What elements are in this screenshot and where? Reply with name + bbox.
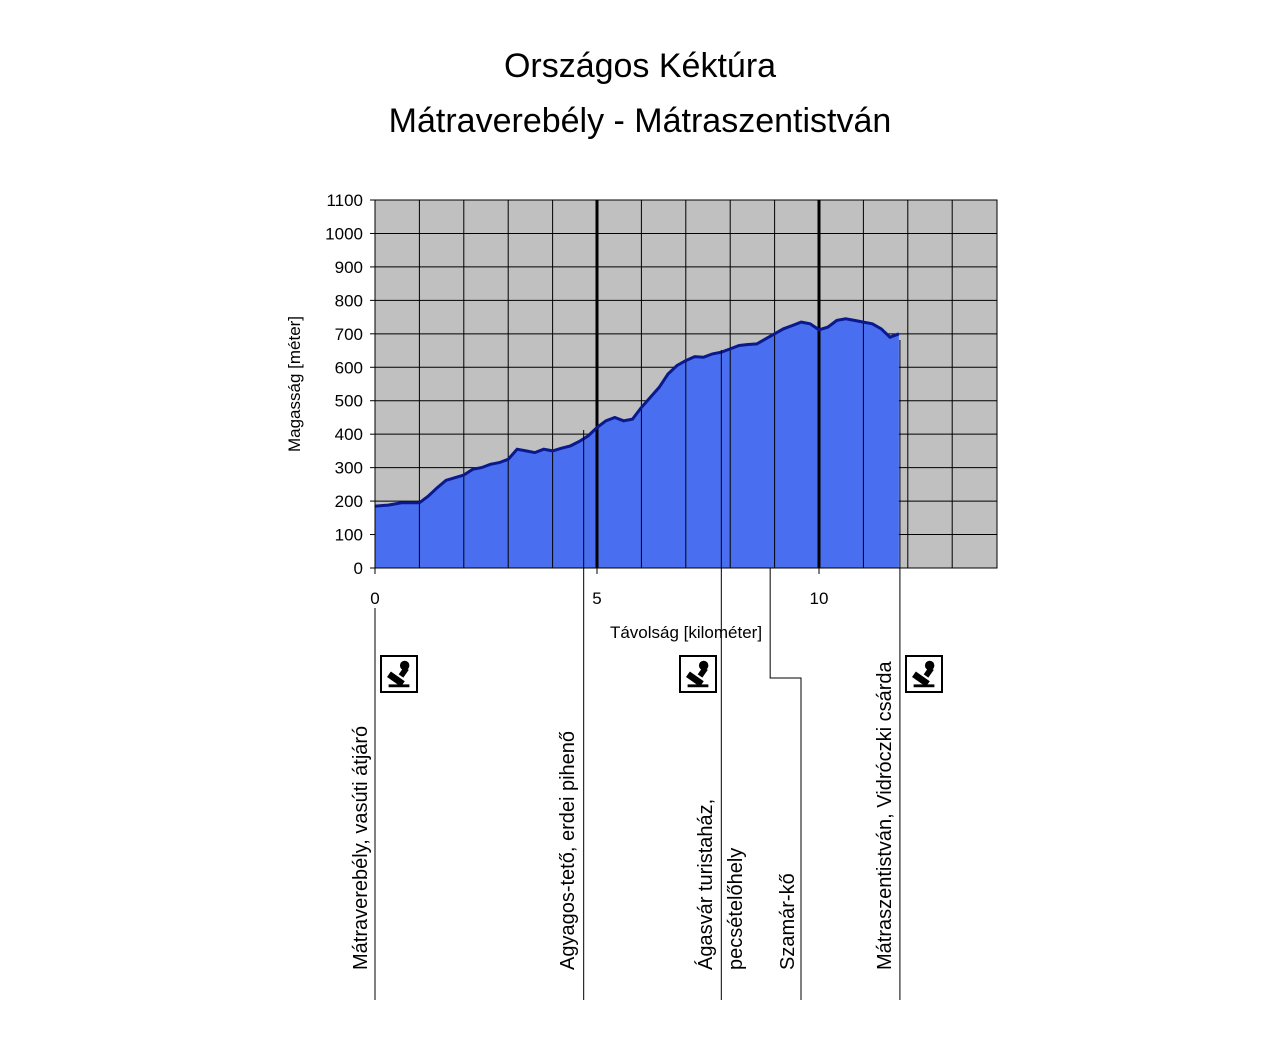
waypoint-name: Mátraszentistván, Vidróczki csárda xyxy=(874,661,896,970)
y-tick-label: 600 xyxy=(335,358,363,377)
y-axis-ticks: 0 100 200 300 400 500 600 700 800 900 1000 1100 xyxy=(325,191,375,578)
y-tick-label: 400 xyxy=(335,425,363,444)
stamp-icon xyxy=(380,655,418,693)
y-tick-label: 1000 xyxy=(325,224,363,243)
x-tick-label: 10 xyxy=(810,589,829,608)
waypoint-name: Szamár-kő xyxy=(777,873,799,970)
stamp-icon xyxy=(679,655,717,693)
stamp-icon xyxy=(905,655,943,693)
elevation-area xyxy=(375,318,899,568)
chart-title: Országos Kéktúra xyxy=(503,47,777,85)
waypoint-name-line2: pecsételőhely xyxy=(725,847,747,970)
waypoint-lines xyxy=(374,340,901,1000)
y-tick-label: 800 xyxy=(335,291,363,310)
y-tick-label: 700 xyxy=(335,325,363,344)
y-tick-label: 300 xyxy=(335,459,363,478)
waypoint-leader xyxy=(769,568,802,1000)
y-tick-label: 100 xyxy=(335,526,363,545)
waypoint-name: Mátraverebély, vasúti átjáró xyxy=(350,725,372,970)
vertical-grid-lines xyxy=(418,200,953,568)
y-tick-label: 500 xyxy=(335,392,363,411)
y-axis-label: Magasság [méter] xyxy=(285,316,304,452)
elevation-line xyxy=(374,317,900,508)
y-tick-label: 900 xyxy=(335,258,363,277)
x-axis-label: Távolság [kilométer] xyxy=(610,623,762,642)
x-tick-label: 0 xyxy=(370,589,379,608)
waypoint-name: Agyagos-tető, erdei pihenő xyxy=(557,730,579,970)
waypoint-name: Ágasvár turistaház, xyxy=(695,798,717,970)
x-tick-label: 5 xyxy=(592,589,601,608)
plot-border xyxy=(374,199,998,569)
y-tick-label: 200 xyxy=(335,492,363,511)
y-tick-label: 1100 xyxy=(326,191,363,210)
chart-subtitle: Mátraverebély - Mátraszentistván xyxy=(388,102,892,140)
y-tick-label: 0 xyxy=(354,559,363,578)
x-axis-ticks: 0 5 10 xyxy=(370,568,828,608)
